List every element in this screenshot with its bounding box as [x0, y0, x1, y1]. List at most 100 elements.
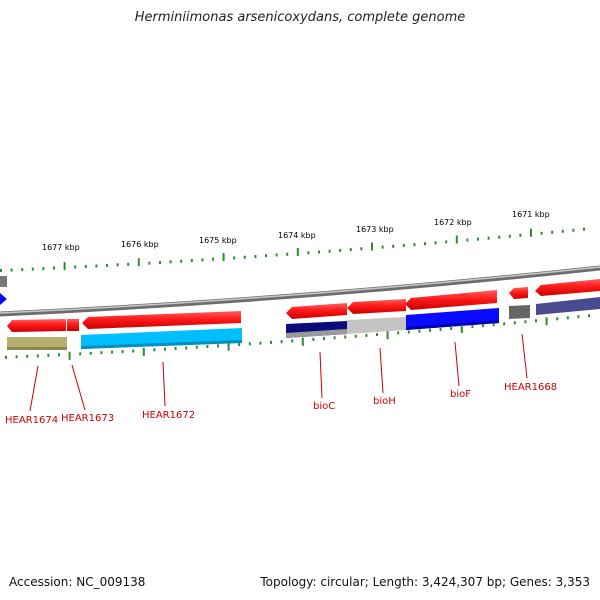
inner-ruler-minor-tick [100, 351, 103, 355]
ruler-minor-tick [328, 249, 331, 253]
inner-ruler-major-tick [460, 325, 463, 333]
inner-ruler-minor-tick [174, 347, 177, 350]
ruler-minor-tick [106, 263, 108, 267]
inner-ruler-minor-tick [344, 335, 347, 339]
inner-ruler-minor-tick [429, 328, 431, 332]
ruler-minor-tick [42, 267, 45, 271]
gene-label-bioc: bioC [313, 401, 335, 412]
inner-ruler [5, 314, 590, 360]
inner-ruler-minor-tick [164, 347, 166, 351]
gene-arrow-bioc [286, 303, 347, 319]
ruler-minor-tick [466, 238, 469, 242]
leader-biof [454, 341, 460, 387]
ruler-minor-tick [487, 236, 490, 240]
inner-ruler-minor-tick [47, 353, 50, 357]
ruler-minor-tick [402, 243, 405, 247]
gene-label-hear1668: HEAR1668 [504, 382, 557, 393]
inner-ruler-minor-tick [312, 337, 315, 341]
inner-ruler-minor-tick [121, 350, 124, 354]
leader-hear1668 [521, 333, 528, 379]
inner-ruler-minor-tick [259, 341, 262, 345]
inner-ruler-minor-tick [577, 315, 580, 319]
offscreen-gene-arrow [0, 293, 7, 305]
map-title: Herminiimonas arsenicoxydans, complete g… [134, 10, 466, 25]
ruler-minor-tick [201, 258, 204, 262]
inner-ruler-major-tick [142, 347, 145, 356]
ruler-minor-tick [84, 265, 87, 268]
cog-bar-bioh [347, 317, 406, 334]
ruler-minor-tick [180, 259, 183, 263]
ruler-minor-tick [265, 254, 267, 258]
inner-ruler-minor-tick [26, 354, 29, 358]
ruler-minor-tick [551, 230, 554, 234]
inner-ruler-minor-tick [482, 324, 484, 328]
ruler-label: 1672 kbp [434, 218, 472, 227]
ruler-label: 1677 kbp [42, 243, 80, 252]
genome-backbone [0, 265, 600, 317]
ruler-minor-tick [10, 268, 13, 272]
label-leaders [29, 333, 528, 412]
inner-ruler-minor-tick [89, 351, 92, 355]
ruler-minor-tick [116, 263, 119, 267]
gene-labels: HEAR1674 HEAR1673 HEAR1672 bioC bioH bio… [5, 382, 557, 426]
inner-ruler-major-tick [545, 317, 548, 326]
ruler-minor-tick [498, 235, 501, 239]
ruler-minor-tick [286, 252, 289, 256]
inner-ruler-major-tick [301, 337, 304, 346]
ruler-minor-tick [0, 269, 2, 272]
cog-bars [7, 297, 600, 350]
inner-ruler-minor-tick [365, 333, 368, 337]
inner-ruler-minor-tick [111, 350, 113, 354]
inner-ruler-minor-tick [5, 355, 7, 359]
gene-label-biof: bioF [450, 389, 471, 400]
inner-ruler-minor-tick [79, 352, 82, 356]
leader-hear1674 [29, 365, 39, 412]
gene-arrow-hear1673 [67, 319, 79, 331]
ruler-minor-tick [148, 261, 151, 265]
cog-bar-shadow [81, 340, 242, 349]
gene-arrow-bioh [347, 299, 406, 314]
ruler-minor-tick [159, 261, 161, 264]
ruler-minor-tick [561, 229, 564, 233]
inner-ruler-minor-tick [132, 349, 135, 353]
leader-bioc [319, 351, 323, 399]
gene-arrows [7, 279, 600, 332]
gene-arrow-hear1668 [509, 287, 528, 299]
inner-ruler-minor-tick [397, 331, 400, 335]
leader-hear1673 [71, 364, 86, 411]
inner-ruler-major-tick [227, 342, 230, 351]
ruler-minor-tick [233, 256, 236, 260]
ruler-major-tick [371, 242, 373, 251]
inner-ruler-major-tick [68, 351, 71, 360]
ruler-major-tick [63, 262, 66, 271]
ruler-minor-tick [572, 228, 575, 232]
ruler-minor-tick [127, 262, 130, 266]
ruler-label: 1673 kbp [356, 225, 394, 234]
gene-arrow-right-edge [535, 279, 600, 296]
inner-ruler-minor-tick [185, 346, 188, 350]
inner-ruler-minor-tick [333, 336, 336, 340]
inner-ruler-minor-tick [270, 340, 272, 344]
gene-label-bioh: bioH [373, 396, 396, 407]
inner-ruler-minor-tick [535, 319, 537, 323]
ruler-minor-tick [360, 247, 363, 251]
inner-ruler-minor-tick [556, 317, 559, 321]
ruler-minor-tick [318, 250, 320, 254]
ruler-minor-tick [95, 264, 98, 268]
leader-hear1672 [162, 361, 166, 407]
inner-ruler-minor-tick [36, 354, 39, 358]
ruler-minor-tick [349, 248, 352, 252]
inner-ruler-minor-tick [206, 345, 209, 349]
ruler-minor-tick [21, 268, 24, 272]
gene-label-hear1674: HEAR1674 [5, 415, 58, 426]
inner-ruler-minor-tick [471, 325, 474, 329]
ruler-major-tick [455, 235, 458, 244]
ruler-major-tick [222, 253, 225, 262]
gene-label-hear1673: HEAR1673 [61, 413, 114, 424]
inner-ruler-minor-tick [153, 348, 156, 352]
gene-label-hear1672: HEAR1672 [142, 410, 195, 421]
ruler-major-tick [530, 228, 532, 237]
offscreen-gene-fragment [0, 276, 7, 287]
inner-ruler-minor-tick [58, 353, 60, 357]
